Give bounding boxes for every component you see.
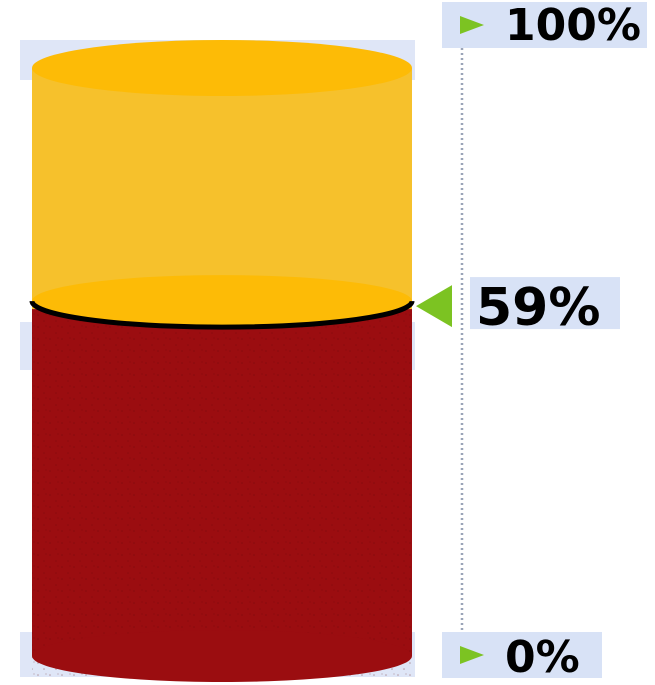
- current-value-label: 59%: [476, 278, 600, 338]
- bottom-tick-label: 0%: [505, 632, 580, 683]
- filled-texture: [32, 309, 412, 676]
- top-marker-icon: [460, 16, 484, 34]
- current-label-background: [470, 277, 620, 330]
- bottom-marker-icon: [460, 646, 484, 664]
- fill-level-surface: [32, 275, 412, 328]
- fill-level-line: [29, 300, 415, 330]
- cylinder-bottom-cap: [32, 630, 412, 682]
- empty-portion: [32, 68, 412, 310]
- cylinder-top-cap: [32, 40, 412, 96]
- current-value-marker-icon: [416, 285, 452, 328]
- top-tick-label: 100%: [505, 0, 641, 51]
